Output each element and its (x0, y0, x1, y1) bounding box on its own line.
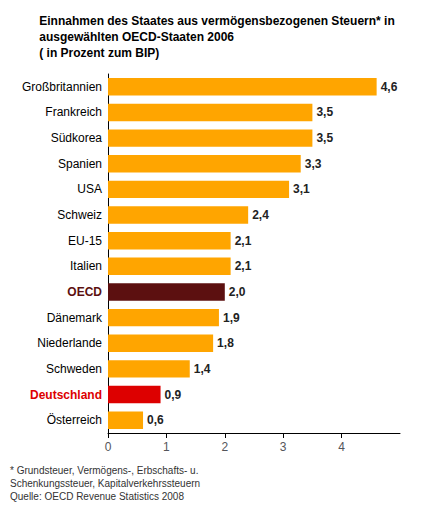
svg-text:1,8: 1,8 (217, 336, 234, 350)
svg-text:Schweiz: Schweiz (57, 208, 102, 222)
svg-text:0,9: 0,9 (165, 388, 182, 402)
svg-text:4,6: 4,6 (381, 80, 398, 94)
svg-text:* Grundsteuer, Vermögens-, Erb: * Grundsteuer, Vermögens-, Erbschafts- u… (10, 465, 198, 476)
svg-text:3,1: 3,1 (293, 182, 310, 196)
svg-text:2,4: 2,4 (252, 208, 269, 222)
svg-text:2,1: 2,1 (235, 259, 252, 273)
svg-text:Dänemark: Dänemark (47, 311, 103, 325)
svg-text:2: 2 (221, 440, 228, 454)
svg-text:Einnahmen des Staates aus verm: Einnahmen des Staates aus vermögensbezog… (39, 14, 394, 28)
svg-text:4: 4 (338, 440, 345, 454)
svg-text:OECD: OECD (67, 285, 102, 299)
svg-text:Schweden: Schweden (46, 362, 102, 376)
svg-text:Österreich: Österreich (47, 413, 102, 427)
svg-text:Südkorea: Südkorea (51, 131, 103, 145)
svg-text:2,0: 2,0 (229, 285, 246, 299)
svg-text:Niederlande: Niederlande (37, 336, 102, 350)
svg-text:3,5: 3,5 (316, 131, 333, 145)
svg-text:3,3: 3,3 (305, 157, 322, 171)
svg-text:ausgewählten OECD-Staaten 2006: ausgewählten OECD-Staaten 2006 (39, 30, 234, 44)
svg-text:0,6: 0,6 (147, 413, 164, 427)
svg-text:0: 0 (105, 440, 112, 454)
svg-text:Deutschland: Deutschland (30, 388, 102, 402)
svg-text:Schenkungssteuer, Kapitalverke: Schenkungssteuer, Kapitalverkehrssteuern (10, 478, 200, 489)
svg-text:Italien: Italien (70, 259, 102, 273)
svg-text:1,4: 1,4 (194, 362, 211, 376)
svg-text:EU-15: EU-15 (68, 234, 102, 248)
svg-text:Quelle: OECD Revenue Statistic: Quelle: OECD Revenue Statistics 2008 (10, 491, 184, 502)
svg-text:Großbritannien: Großbritannien (22, 80, 102, 94)
svg-text:1,9: 1,9 (223, 311, 240, 325)
svg-text:USA: USA (77, 182, 102, 196)
svg-text:3,5: 3,5 (316, 105, 333, 119)
svg-text:Spanien: Spanien (58, 157, 102, 171)
svg-text:3: 3 (280, 440, 287, 454)
svg-text:1: 1 (163, 440, 170, 454)
svg-text:( in Prozent zum BIP): ( in Prozent zum BIP) (39, 46, 159, 60)
svg-text:Frankreich: Frankreich (45, 105, 102, 119)
svg-text:2,1: 2,1 (235, 234, 252, 248)
